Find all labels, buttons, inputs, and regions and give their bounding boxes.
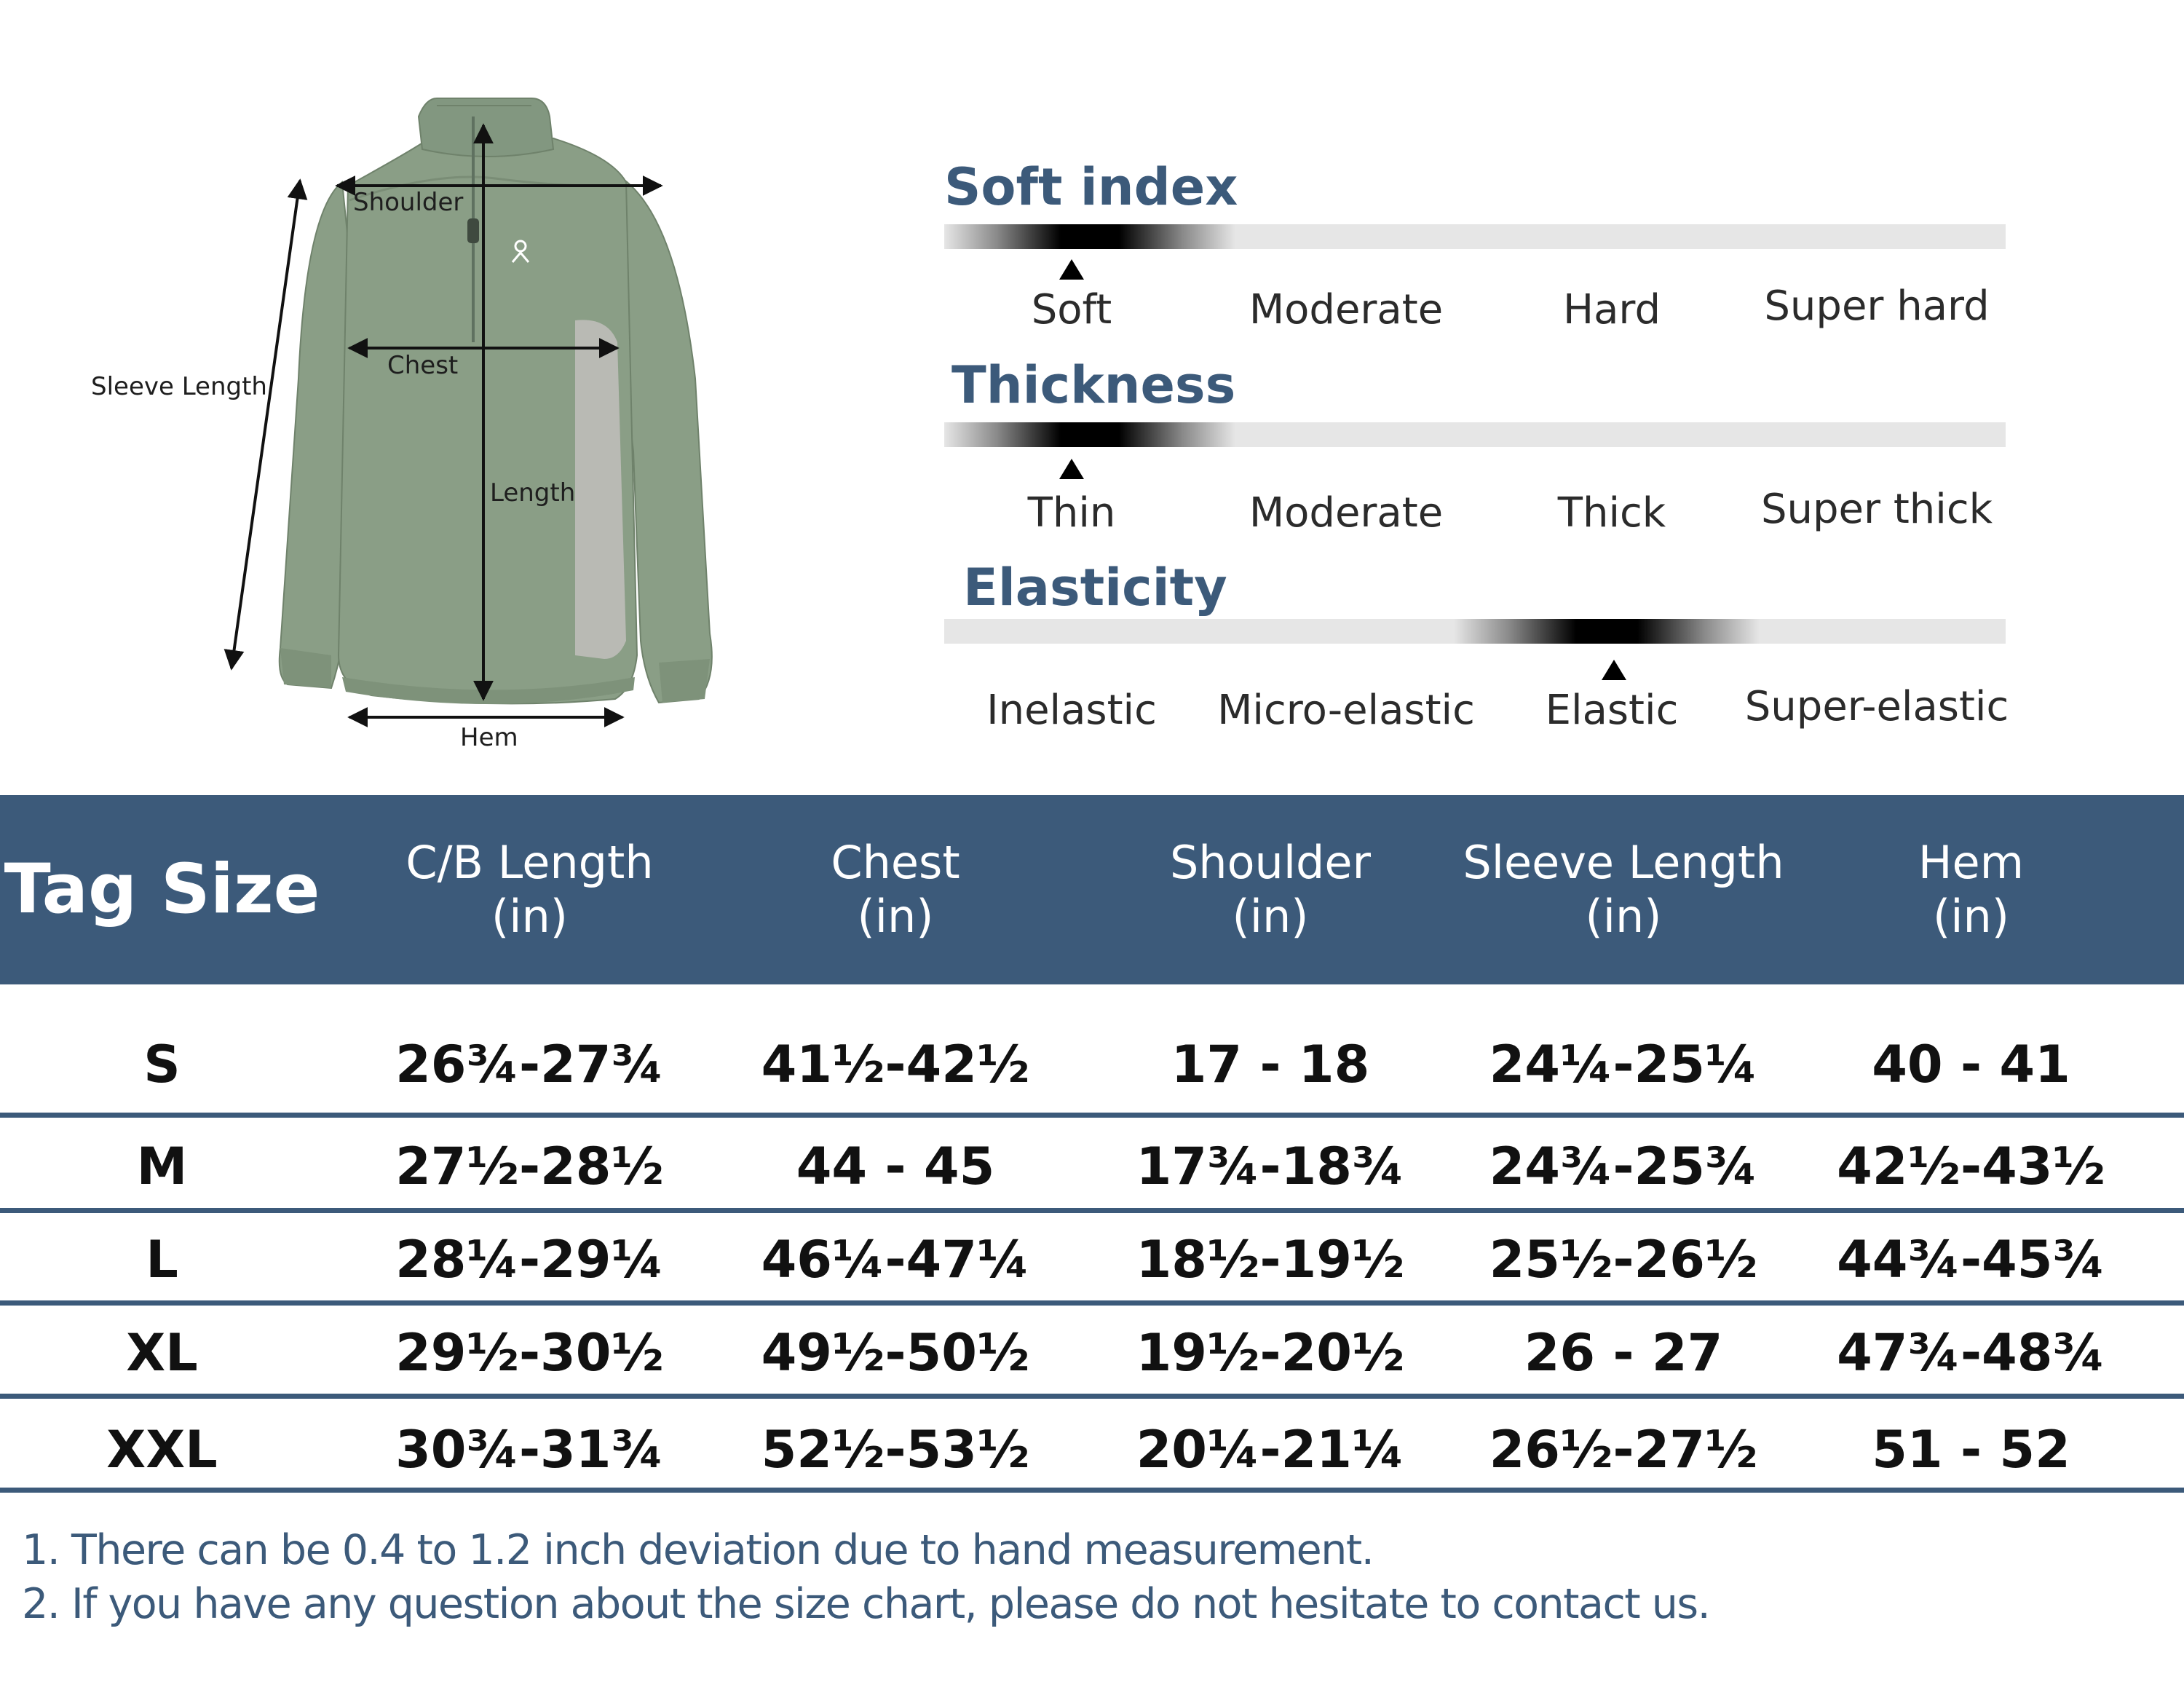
header-label: Shoulder: [1169, 835, 1372, 889]
table-cell: 42½-43½: [1837, 1137, 2105, 1196]
header-unit: (in): [1585, 890, 1662, 943]
soft-index-option: Super hard: [1764, 283, 1990, 330]
size-cell: XXL: [106, 1420, 218, 1480]
table-cell: 44¾-45¾: [1837, 1230, 2105, 1290]
thickness-option: Moderate: [1249, 489, 1444, 537]
table-row: XL 29½-30½ 49½-50½ 19½-20½ 26 - 27 47¾-4…: [0, 1308, 2184, 1398]
size-cell: XL: [126, 1323, 198, 1383]
soft-index-option: Soft: [1031, 286, 1112, 333]
shoulder-label: Shoulder: [353, 188, 464, 217]
header-label: Chest: [831, 835, 960, 889]
table-cell: 19½-20½: [1136, 1323, 1405, 1383]
chest-label: Chest: [387, 351, 459, 380]
elasticity-scale: [944, 619, 2006, 644]
note-line: 1. There can be 0.4 to 1.2 inch deviatio…: [22, 1526, 1374, 1574]
elasticity-option: Elastic: [1545, 687, 1679, 734]
table-cell: 30¾-31¾: [395, 1420, 664, 1480]
table-cell: 26½-27½: [1489, 1420, 1758, 1480]
header-sleeve-length: Sleeve Length (in): [1456, 795, 1791, 984]
table-cell: 49½-50½: [761, 1323, 1030, 1383]
note-line: 2. If you have any question about the si…: [22, 1580, 1711, 1628]
table-cell: 24¾-25¾: [1489, 1137, 1758, 1196]
table-cell: 28¼-29¼: [395, 1230, 664, 1290]
header-cb-length: C/B Length (in): [324, 795, 735, 984]
soft-index-scale: [944, 224, 2006, 249]
table-cell: 18½-19½: [1136, 1230, 1405, 1290]
hem-label: Hem: [460, 723, 518, 752]
table-row: L 28¼-29¼ 46¼-47¼ 18½-19½ 25½-26½ 44¾-45…: [0, 1215, 2184, 1305]
elasticity-title: Elasticity: [963, 558, 1227, 617]
table-cell: 46¼-47¼: [761, 1230, 1030, 1290]
row-divider: [0, 1394, 2184, 1399]
thickness-highlight: [944, 422, 1235, 447]
header-hem: Hem (in): [1791, 795, 2151, 984]
row-divider: [0, 1300, 2184, 1306]
jacket-diagram: Shoulder Sleeve Length Chest Length Hem: [0, 0, 874, 772]
header-unit: (in): [1232, 890, 1309, 943]
header-shoulder: Shoulder (in): [1056, 795, 1485, 984]
elasticity-option: Super-elastic: [1744, 683, 2009, 730]
header-tag-size: Tag Size: [0, 795, 324, 984]
size-cell: S: [143, 1035, 181, 1094]
thickness-option: Thin: [1027, 489, 1116, 537]
row-divider: [0, 1488, 2184, 1493]
header-label: C/B Length: [405, 835, 654, 889]
elasticity-pointer-icon: [1602, 660, 1626, 680]
table-cell: 47¾-48¾: [1837, 1323, 2105, 1383]
header-unit: (in): [857, 890, 934, 943]
jacket-illustration: [223, 98, 713, 727]
table-row: XXL 30¾-31¾ 52½-53½ 20¼-21¼ 26½-27½ 51 -…: [0, 1402, 2184, 1497]
size-table-header: Tag Size C/B Length (in) Chest (in) Shou…: [0, 795, 2184, 984]
table-cell: 25½-26½: [1489, 1230, 1758, 1290]
thickness-scale: [944, 422, 2006, 447]
thickness-title: Thickness: [951, 355, 1236, 415]
header-label: Hem: [1918, 835, 2025, 889]
table-cell: 27½-28½: [395, 1137, 664, 1196]
table-cell: 44 - 45: [796, 1137, 995, 1196]
table-cell: 29½-30½: [395, 1323, 664, 1383]
soft-index-option: Moderate: [1249, 286, 1444, 333]
table-cell: 51 - 52: [1872, 1420, 2070, 1480]
table-row: M 27½-28½ 44 - 45 17¾-18¾ 24¾-25¾ 42½-43…: [0, 1121, 2184, 1212]
length-label: Length: [490, 478, 576, 508]
header-tag-size-label: Tag Size: [4, 849, 320, 929]
table-cell: 24¼-25¼: [1489, 1035, 1758, 1094]
thickness-pointer-icon: [1059, 459, 1084, 479]
table-cell: 17 - 18: [1171, 1035, 1370, 1094]
elasticity-option: Micro-elastic: [1217, 687, 1475, 734]
table-cell: 41½-42½: [761, 1035, 1030, 1094]
soft-index-pointer-icon: [1059, 259, 1084, 280]
sleeve-length-label: Sleeve Length: [91, 372, 267, 401]
elasticity-highlight: [1454, 619, 1760, 644]
table-cell: 17¾-18¾: [1136, 1137, 1405, 1196]
thickness-option: Thick: [1557, 489, 1666, 537]
table-cell: 20¼-21¼: [1136, 1420, 1405, 1480]
header-unit: (in): [491, 890, 568, 943]
size-cell: M: [136, 1137, 188, 1196]
row-divider: [0, 1208, 2184, 1213]
header-label: Sleeve Length: [1463, 835, 1784, 889]
header-unit: (in): [1933, 890, 2009, 943]
header-chest: Chest (in): [735, 795, 1056, 984]
table-cell: 26 - 27: [1524, 1323, 1723, 1383]
table-cell: 40 - 41: [1872, 1035, 2070, 1094]
table-cell: 52½-53½: [761, 1420, 1030, 1480]
size-cell: L: [146, 1230, 178, 1290]
row-divider: [0, 1113, 2184, 1118]
soft-index-highlight: [944, 224, 1235, 249]
elasticity-option: Inelastic: [986, 687, 1157, 734]
soft-index-option: Hard: [1562, 286, 1661, 333]
table-row: S 26¾-27¾ 41½-42½ 17 - 18 24¼-25¼ 40 - 4…: [0, 999, 2184, 1130]
thickness-option: Super thick: [1760, 486, 1993, 533]
table-cell: 26¾-27¾: [395, 1035, 664, 1094]
soft-index-title: Soft index: [944, 157, 1238, 217]
